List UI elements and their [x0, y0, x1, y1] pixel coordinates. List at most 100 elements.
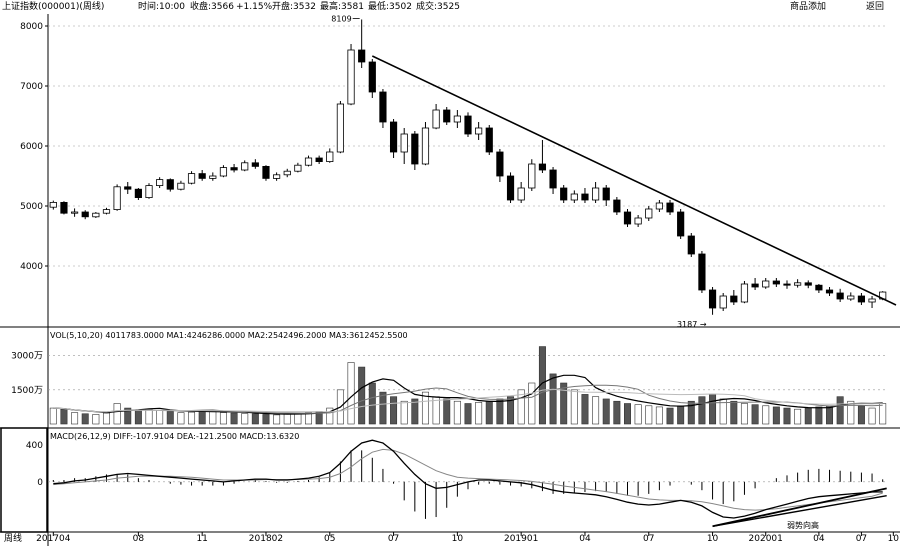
- time-field: 时间:10:00: [138, 2, 185, 12]
- volume-bar: [124, 407, 132, 425]
- candle-body: [421, 127, 430, 165]
- candle-body: [496, 151, 504, 177]
- rising-trend-arrow: [712, 487, 887, 528]
- volume-bar: [826, 405, 834, 425]
- volume-bar: [358, 366, 366, 425]
- candle-body: [772, 280, 780, 285]
- candle-body: [304, 157, 313, 166]
- candle-body: [868, 298, 876, 303]
- volume-bar: [113, 403, 121, 425]
- candle-body: [389, 121, 398, 153]
- price-tick-label: 5000: [20, 202, 43, 212]
- candle-body: [336, 103, 344, 153]
- candle-body: [740, 283, 749, 303]
- macd-tick-label: 400: [26, 441, 43, 451]
- x-tick-label: 10: [888, 534, 900, 544]
- high-field: 最高:3581: [320, 2, 364, 12]
- candle-body: [528, 163, 536, 189]
- volume-bar: [262, 414, 270, 425]
- volume-bar: [517, 389, 525, 425]
- volume-bar: [815, 406, 823, 425]
- candle-body: [836, 292, 844, 300]
- price-panel: 4000 5000 6000 7000 8000 8109 3187 →: [20, 14, 897, 329]
- volume-bar: [666, 407, 674, 425]
- candle-body: [283, 170, 291, 176]
- volume-bar: [549, 373, 557, 425]
- candle-body: [156, 179, 164, 187]
- x-axis: 周线 201704 08 11 201802 05 07 10 201901 04 07 10 2020…: [4, 532, 899, 544]
- volume-bar: [538, 346, 546, 425]
- volume-bar: [709, 394, 717, 425]
- candle-body: [60, 201, 68, 214]
- candle-body: [443, 109, 451, 123]
- candle-body: [368, 61, 376, 93]
- volume-bar: [188, 411, 196, 425]
- candle-body: [560, 187, 568, 201]
- x-tick-label: 05: [324, 534, 335, 544]
- rising-trend-arrow-lower: [712, 495, 887, 527]
- amount-field: 成交:3525: [416, 2, 460, 12]
- macd-panel: MACD(26,12,9) DIFF:-107.9104 DEA:-121.25…: [26, 432, 888, 530]
- candle-body: [708, 289, 717, 309]
- candle-body: [804, 282, 812, 286]
- macd-annotation-note: 弱势向高: [787, 520, 819, 530]
- candle-body: [315, 157, 323, 162]
- candle-body: [358, 49, 366, 63]
- macd-tick-label: 0: [37, 478, 43, 488]
- volume-bar: [677, 405, 685, 425]
- candle-body: [602, 187, 610, 201]
- volume-bar: [762, 405, 770, 425]
- macd-dea-line: [53, 448, 883, 511]
- x-tick-label: 11: [196, 534, 207, 544]
- candle-body: [730, 295, 738, 303]
- volume-bar: [836, 396, 844, 425]
- volume-bar: [602, 398, 610, 425]
- volume-bar: [156, 410, 164, 425]
- x-tick-label: 08: [133, 534, 145, 544]
- volume-bar: [60, 408, 68, 425]
- candle-body: [198, 173, 206, 179]
- candle-body: [677, 211, 685, 237]
- candle-body: [783, 283, 791, 286]
- volume-bar: [804, 407, 812, 425]
- volume-bar: [740, 403, 748, 425]
- volume-bar: [655, 406, 663, 425]
- volume-bar: [102, 412, 110, 425]
- volume-bar: [400, 400, 408, 425]
- macd-diff-line: [53, 439, 883, 519]
- candle-body: [645, 208, 653, 219]
- volume-bar: [347, 362, 355, 425]
- volume-tick-label: 3000万: [11, 352, 43, 362]
- change-field: +1.15%: [236, 2, 273, 12]
- volume-bar: [379, 391, 387, 425]
- candle-body: [166, 179, 174, 190]
- candle-body: [145, 185, 153, 199]
- candle-body: [857, 295, 866, 303]
- candle-body: [698, 253, 706, 291]
- volume-bar: [71, 412, 79, 425]
- volume-bar: [464, 403, 472, 425]
- candle-body: [432, 109, 440, 129]
- candle-body: [262, 165, 270, 179]
- candle-body: [134, 188, 142, 198]
- volume-bar: [857, 405, 865, 425]
- volume-bar: [528, 382, 536, 425]
- x-tick-label: 201802: [249, 534, 283, 544]
- volume-bar: [847, 400, 855, 425]
- x-tick-label: 07: [856, 534, 867, 544]
- candle-body: [124, 186, 132, 190]
- x-tick-label: 202001: [749, 534, 783, 544]
- add-item-button[interactable]: 商品添加: [790, 2, 827, 12]
- volume-bar: [560, 382, 568, 425]
- candle-body: [187, 173, 196, 184]
- candle-body: [825, 289, 834, 294]
- volume-bar: [230, 412, 238, 425]
- x-tick-label: 10: [452, 534, 464, 544]
- downtrend-line: [371, 55, 897, 306]
- candle-body: [230, 167, 238, 171]
- candle-body: [49, 201, 57, 208]
- header-bar: 上证指数(000001)(周线) 时间:10:00 收盘:3566 +1.15%…: [0, 0, 900, 14]
- candle-body: [634, 217, 642, 225]
- back-button[interactable]: 返回: [866, 2, 885, 12]
- volume-bar: [443, 398, 451, 425]
